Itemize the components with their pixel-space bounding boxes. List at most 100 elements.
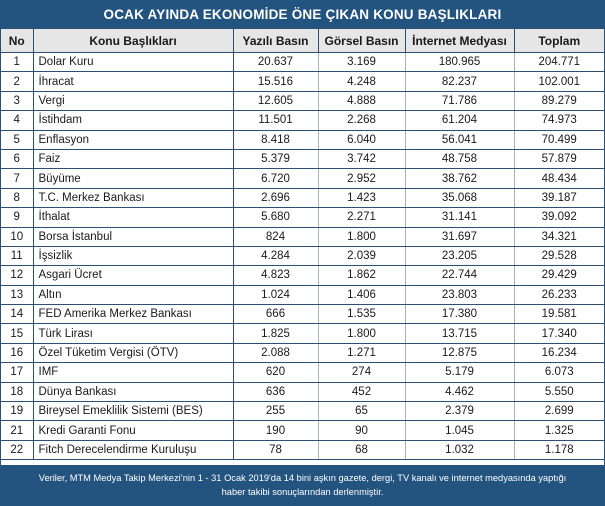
cell-no: 15 bbox=[1, 323, 34, 344]
cell-gorsel-basin: 4.888 bbox=[318, 91, 406, 112]
cell-toplam: 1.325 bbox=[514, 420, 604, 441]
table-row: 16 Özel Tüketim Vergisi (ÖTV) 2.088 1.271 12… bbox=[1, 343, 604, 364]
cell-no: 8 bbox=[1, 188, 34, 209]
column-header-gorsel: Görsel Basın bbox=[318, 28, 406, 53]
cell-no: 9 bbox=[1, 207, 34, 228]
cell-internet-medyasi: 17.380 bbox=[405, 304, 515, 325]
cell-toplam: 5.550 bbox=[514, 382, 604, 403]
table-row: 8 T.C. Merkez Bankası 2.696 1.423 35.068 39.1… bbox=[1, 188, 604, 209]
column-header-toplam: Toplam bbox=[514, 28, 604, 53]
cell-no: 7 bbox=[1, 168, 34, 189]
cell-topic: Borsa İstanbul bbox=[33, 227, 234, 247]
source-note: Veriler, MTM Medya Takip Merkezi’nin 1 -… bbox=[0, 465, 605, 506]
cell-gorsel-basin: 2.268 bbox=[318, 110, 406, 131]
page-title: OCAK AYINDA EKONOMİDE ÖNE ÇIKAN KONU BAŞ… bbox=[0, 0, 605, 28]
cell-topic: İhracat bbox=[33, 71, 234, 92]
cell-toplam: 26.233 bbox=[514, 285, 604, 306]
cell-yazili-basin: 15.516 bbox=[233, 71, 319, 92]
cell-yazili-basin: 78 bbox=[233, 440, 319, 461]
source-note-line-2: haber takibi sonuçlarından derlenmiştir. bbox=[221, 487, 384, 497]
cell-internet-medyasi: 4.462 bbox=[405, 382, 515, 403]
cell-no: 17 bbox=[1, 362, 34, 383]
cell-no: 21 bbox=[1, 420, 34, 441]
table-row: 19 Bireysel Emeklilik Sistemi (BES) 255 65 2… bbox=[1, 401, 604, 422]
cell-yazili-basin: 4.284 bbox=[233, 246, 319, 267]
table-row: 18 Dünya Bankası 636 452 4.462 5.550 bbox=[1, 382, 604, 403]
cell-gorsel-basin: 3.169 bbox=[318, 52, 406, 73]
cell-no: 18 bbox=[1, 382, 34, 403]
cell-topic: T.C. Merkez Bankası bbox=[33, 188, 234, 209]
cell-gorsel-basin: 65 bbox=[318, 401, 406, 422]
economy-topics-table: No Konu Başlıkları Yazılı Basın Görsel B… bbox=[1, 28, 604, 461]
cell-yazili-basin: 5.680 bbox=[233, 207, 319, 228]
cell-gorsel-basin: 68 bbox=[318, 440, 406, 461]
table-row: 12 Asgari Ücret 4.823 1.862 22.744 29.429 bbox=[1, 265, 604, 286]
cell-internet-medyasi: 1.032 bbox=[405, 440, 515, 461]
cell-no: 1 bbox=[1, 52, 34, 73]
table-row: 6 Faiz 5.379 3.742 48.758 57.879 bbox=[1, 149, 604, 170]
table-row: 4 İstihdam 11.501 2.268 61.204 74.973 bbox=[1, 110, 604, 131]
cell-yazili-basin: 255 bbox=[233, 401, 319, 422]
cell-yazili-basin: 636 bbox=[233, 382, 319, 403]
cell-toplam: 2.699 bbox=[514, 401, 604, 422]
cell-no: 5 bbox=[1, 130, 34, 150]
table-body: 1 Dolar Kuru 20.637 3.169 180.965 204.771 2 İhr… bbox=[1, 52, 604, 461]
cell-gorsel-basin: 1.862 bbox=[318, 265, 406, 286]
cell-topic: FED Amerika Merkez Bankası bbox=[33, 304, 234, 325]
cell-topic: Dünya Bankası bbox=[33, 382, 234, 403]
cell-gorsel-basin: 452 bbox=[318, 382, 406, 403]
column-header-no: No bbox=[1, 28, 34, 53]
cell-gorsel-basin: 1.423 bbox=[318, 188, 406, 209]
cell-internet-medyasi: 5.179 bbox=[405, 362, 515, 383]
cell-topic: Türk Lirası bbox=[33, 323, 234, 344]
cell-yazili-basin: 12.605 bbox=[233, 91, 319, 112]
cell-no: 4 bbox=[1, 110, 34, 131]
cell-toplam: 6.073 bbox=[514, 362, 604, 383]
cell-gorsel-basin: 2.271 bbox=[318, 207, 406, 228]
cell-toplam: 29.528 bbox=[514, 246, 604, 267]
cell-internet-medyasi: 61.204 bbox=[405, 110, 515, 131]
cell-topic: Vergi bbox=[33, 91, 234, 112]
cell-yazili-basin: 824 bbox=[233, 227, 319, 247]
cell-yazili-basin: 8.418 bbox=[233, 130, 319, 150]
data-table-container: No Konu Başlıkları Yazılı Basın Görsel B… bbox=[0, 28, 605, 465]
cell-internet-medyasi: 2.379 bbox=[405, 401, 515, 422]
table-row: 22 Fitch Derecelendirme Kuruluşu 78 68 1.032… bbox=[1, 440, 604, 461]
cell-topic: Büyüme bbox=[33, 168, 234, 189]
table-row: 17 IMF 620 274 5.179 6.073 bbox=[1, 362, 604, 383]
cell-internet-medyasi: 35.068 bbox=[405, 188, 515, 209]
table-row: 11 İşsizlik 4.284 2.039 23.205 29.528 bbox=[1, 246, 604, 267]
cell-topic: Faiz bbox=[33, 149, 234, 170]
cell-gorsel-basin: 1.800 bbox=[318, 323, 406, 344]
cell-yazili-basin: 1.024 bbox=[233, 285, 319, 306]
cell-topic: Kredi Garanti Fonu bbox=[33, 420, 234, 441]
cell-internet-medyasi: 12.875 bbox=[405, 343, 515, 364]
cell-no: 6 bbox=[1, 149, 34, 170]
cell-gorsel-basin: 1.406 bbox=[318, 285, 406, 306]
cell-yazili-basin: 5.379 bbox=[233, 149, 319, 170]
cell-topic: Altın bbox=[33, 285, 234, 306]
cell-topic: İthalat bbox=[33, 207, 234, 228]
cell-yazili-basin: 620 bbox=[233, 362, 319, 383]
cell-no: 3 bbox=[1, 91, 34, 112]
cell-topic: IMF bbox=[33, 362, 234, 383]
cell-gorsel-basin: 274 bbox=[318, 362, 406, 383]
cell-toplam: 34.321 bbox=[514, 227, 604, 247]
cell-gorsel-basin: 1.800 bbox=[318, 227, 406, 247]
cell-internet-medyasi: 13.715 bbox=[405, 323, 515, 344]
cell-no: 10 bbox=[1, 227, 34, 247]
cell-internet-medyasi: 23.205 bbox=[405, 246, 515, 267]
table-row: 1 Dolar Kuru 20.637 3.169 180.965 204.771 bbox=[1, 52, 604, 73]
cell-internet-medyasi: 31.141 bbox=[405, 207, 515, 228]
cell-toplam: 48.434 bbox=[514, 168, 604, 189]
cell-internet-medyasi: 180.965 bbox=[405, 52, 515, 73]
cell-no: 19 bbox=[1, 401, 34, 422]
table-row: 10 Borsa İstanbul 824 1.800 31.697 34.321 bbox=[1, 227, 604, 247]
cell-toplam: 70.499 bbox=[514, 130, 604, 150]
cell-no: 13 bbox=[1, 285, 34, 306]
cell-yazili-basin: 666 bbox=[233, 304, 319, 325]
cell-yazili-basin: 11.501 bbox=[233, 110, 319, 131]
table-row: 7 Büyüme 6.720 2.952 38.762 48.434 bbox=[1, 168, 604, 189]
table-row: 3 Vergi 12.605 4.888 71.786 89.279 bbox=[1, 91, 604, 112]
cell-yazili-basin: 1.825 bbox=[233, 323, 319, 344]
